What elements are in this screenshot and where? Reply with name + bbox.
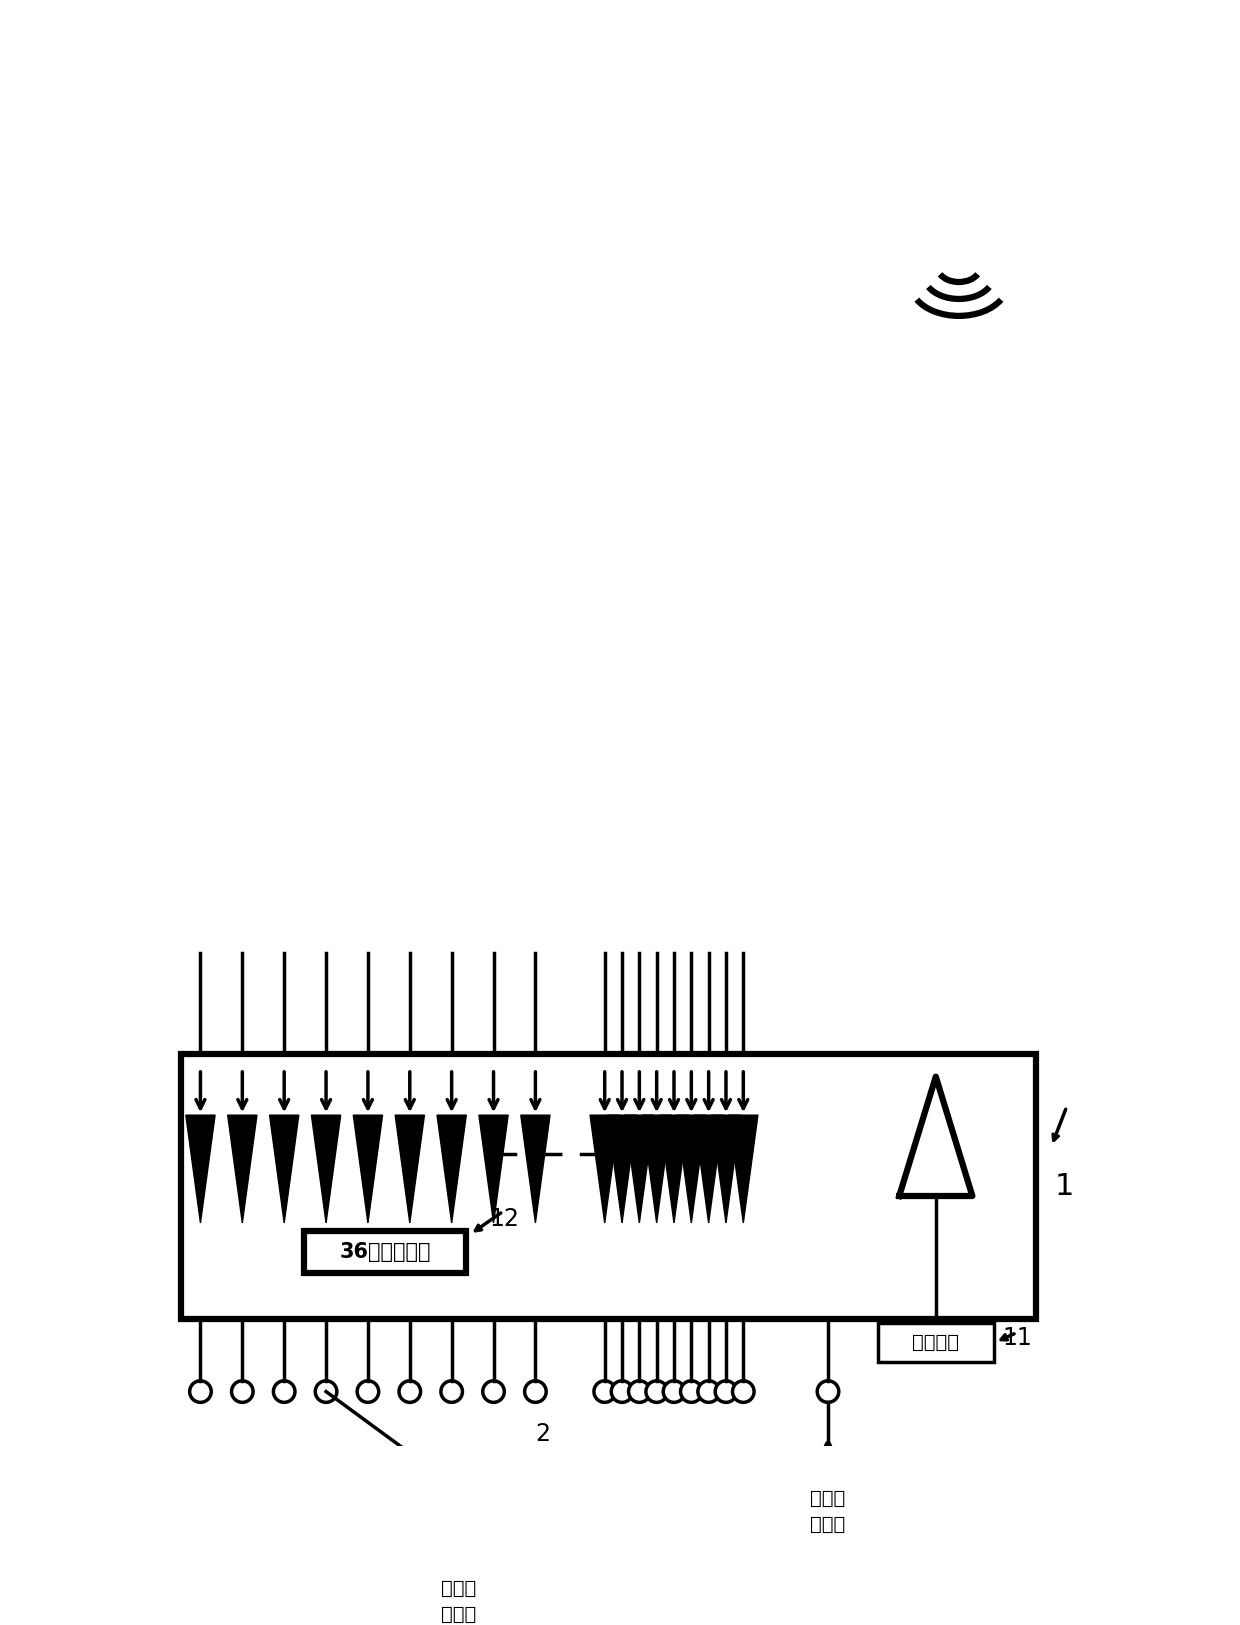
Circle shape	[357, 1381, 378, 1402]
Text: 发射天线: 发射天线	[913, 1332, 960, 1352]
Polygon shape	[712, 1115, 740, 1224]
Circle shape	[663, 1381, 684, 1402]
Circle shape	[441, 1381, 463, 1402]
Polygon shape	[353, 1115, 383, 1224]
Polygon shape	[396, 1115, 424, 1224]
Polygon shape	[394, 1537, 522, 1625]
Circle shape	[681, 1381, 702, 1402]
Polygon shape	[479, 1115, 508, 1224]
Polygon shape	[625, 1115, 653, 1224]
Circle shape	[629, 1381, 650, 1402]
Circle shape	[232, 1381, 253, 1402]
Circle shape	[646, 1381, 667, 1402]
Polygon shape	[311, 1115, 341, 1224]
Circle shape	[611, 1381, 632, 1402]
Circle shape	[698, 1381, 719, 1402]
Text: 低噪声
放大器: 低噪声 放大器	[440, 1578, 476, 1623]
Bar	[181, 1053, 1035, 1320]
Text: 1: 1	[1055, 1172, 1075, 1201]
Circle shape	[733, 1381, 754, 1402]
Polygon shape	[608, 1115, 636, 1224]
Polygon shape	[899, 1077, 972, 1196]
Polygon shape	[694, 1115, 723, 1224]
Circle shape	[190, 1381, 211, 1402]
Circle shape	[525, 1381, 546, 1402]
Circle shape	[422, 1500, 436, 1516]
Bar	[412, 1453, 505, 1537]
Text: 36路接收天线: 36路接收天线	[340, 1242, 432, 1263]
Circle shape	[399, 1381, 420, 1402]
Polygon shape	[729, 1115, 758, 1224]
Text: 低噪声
放大器: 低噪声 放大器	[811, 1488, 846, 1534]
Polygon shape	[269, 1115, 299, 1224]
Bar	[878, 1323, 993, 1362]
Polygon shape	[660, 1115, 688, 1224]
Polygon shape	[677, 1115, 706, 1224]
Text: 2: 2	[536, 1422, 551, 1446]
Text: 11: 11	[1003, 1326, 1033, 1350]
Bar	[304, 1230, 466, 1272]
Circle shape	[482, 1381, 505, 1402]
Circle shape	[786, 1606, 870, 1625]
Circle shape	[817, 1381, 838, 1402]
Polygon shape	[436, 1115, 466, 1224]
Circle shape	[273, 1381, 295, 1402]
Polygon shape	[228, 1115, 257, 1224]
Circle shape	[715, 1381, 737, 1402]
Polygon shape	[521, 1115, 551, 1224]
Circle shape	[594, 1381, 615, 1402]
Circle shape	[315, 1381, 337, 1402]
Polygon shape	[642, 1115, 671, 1224]
Polygon shape	[590, 1115, 619, 1224]
Polygon shape	[186, 1115, 215, 1224]
Polygon shape	[770, 1445, 885, 1580]
Text: 12: 12	[490, 1207, 520, 1232]
